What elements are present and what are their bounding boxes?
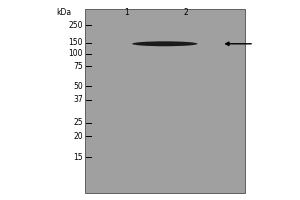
- Text: kDa: kDa: [56, 8, 71, 17]
- Text: 25: 25: [74, 118, 83, 127]
- Text: 20: 20: [74, 132, 83, 141]
- Ellipse shape: [132, 41, 198, 46]
- Text: 15: 15: [74, 153, 83, 162]
- Text: 250: 250: [69, 21, 83, 30]
- Text: 2: 2: [183, 8, 188, 17]
- Text: 37: 37: [74, 96, 83, 104]
- Text: 75: 75: [74, 62, 83, 71]
- Bar: [85, 9, 245, 193]
- Text: 1: 1: [124, 8, 129, 17]
- Text: 50: 50: [74, 82, 83, 91]
- Text: 100: 100: [69, 49, 83, 58]
- Text: 150: 150: [69, 38, 83, 47]
